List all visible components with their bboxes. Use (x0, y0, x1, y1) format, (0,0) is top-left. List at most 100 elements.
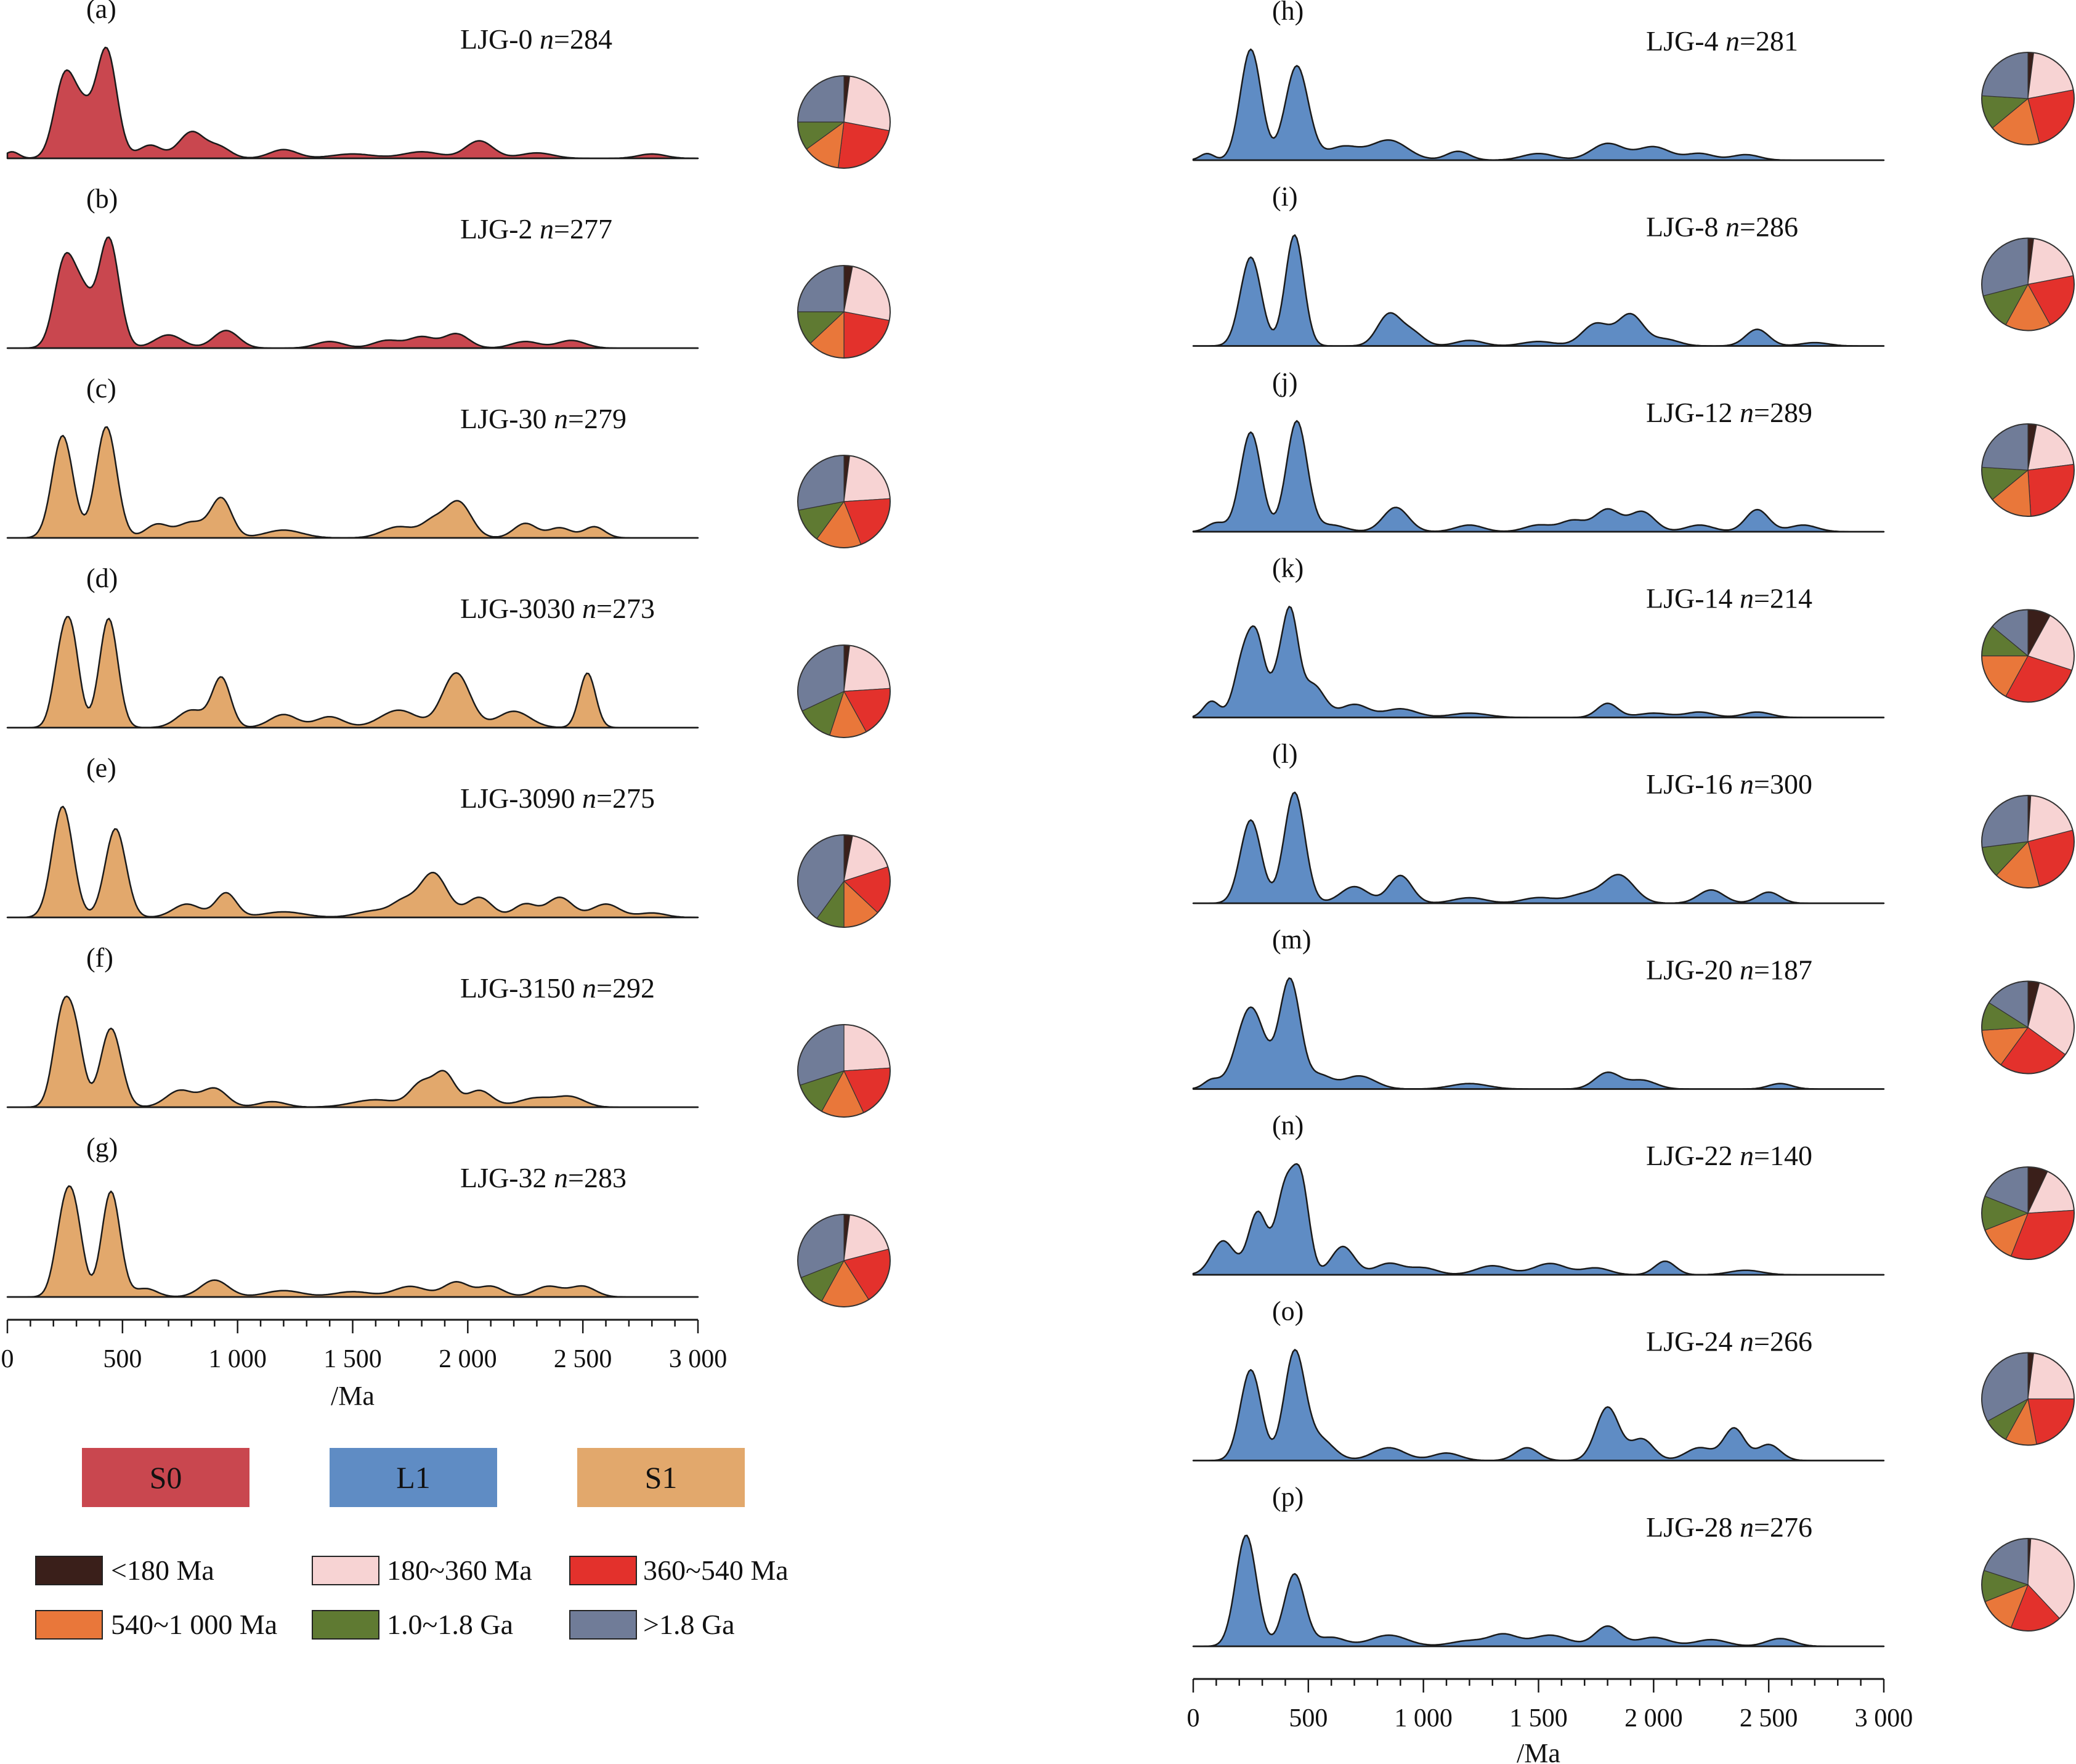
sample-label-k: LJG-14 n=214 (1646, 583, 1812, 614)
pie-slice-b-gt1800 (797, 265, 845, 312)
kde-panels: (a) LJG-0 n=284 (b) LJG-2 n=277 (c) LJG-30 n=… (6, 0, 2075, 1648)
pie-slice-b-b180_360 (843, 266, 891, 321)
legend-swatch-L1 (330, 1448, 497, 1507)
x-tick-label: 500 (1289, 1704, 1328, 1733)
sample-label-j: LJG-12 n=289 (1646, 397, 1812, 428)
x-tick-label: 3 000 (669, 1345, 728, 1373)
panel-f: (f) LJG-3150 n=292 (6, 943, 891, 1118)
kde-curve-LJG-8 (1192, 234, 1885, 347)
pie-slice-a-gt1800 (797, 75, 845, 123)
pie-outline-o (1981, 1352, 2075, 1446)
pie-outline-m (1981, 980, 2075, 1075)
kde-curve-LJG-3090 (6, 805, 699, 919)
panel-n: (n) LJG-22 n=140 (1192, 1110, 2075, 1276)
legend-swatch-540-1000 (35, 1610, 103, 1640)
sample-label-c: LJG-30 n=279 (460, 403, 626, 434)
kde-curve-LJG-4 (1192, 48, 1885, 161)
panel-letter-f: (f) (86, 943, 113, 973)
sample-label-g: LJG-32 n=283 (460, 1162, 626, 1193)
panel-c: (c) LJG-30 n=279 (6, 373, 891, 548)
pie-outline-f (797, 1024, 891, 1118)
kde-curve-LJG-22 (1192, 1163, 1885, 1276)
kde-curve-LJG-28 (1192, 1534, 1885, 1648)
x-axis-left: 0 500 1 000 1 500 2 000 2 500 3 000/Ma (1, 1319, 728, 1411)
kde-curve-LJG-14 (1192, 606, 1885, 718)
sample-label-f: LJG-3150 n=292 (460, 972, 655, 1004)
pie-slice-l-gt1800 (1981, 795, 2029, 848)
panel-i: (i) LJG-8 n=286 (1192, 182, 2075, 347)
kde-curve-LJG-24 (1192, 1349, 1885, 1461)
panel-e: (e) LJG-3090 n=275 (6, 753, 891, 928)
panel-h: (h) LJG-4 n=281 (1192, 0, 2075, 161)
pie-outline-n (1981, 1166, 2075, 1260)
legend-swatch-gt1800 (569, 1610, 637, 1640)
legend-swatch-S0 (82, 1448, 249, 1507)
legend-label-S1: S1 (645, 1460, 678, 1495)
panel-letter-a: (a) (86, 0, 116, 24)
panel-g: (g) LJG-32 n=283 (6, 1132, 891, 1307)
kde-curve-LJG-32 (6, 1185, 699, 1298)
kde-curve-LJG-0 (6, 46, 699, 160)
legend-label-L1: L1 (396, 1460, 431, 1495)
pie-outline-p (1981, 1538, 2075, 1632)
legend-label-180-360: 180~360 Ma (387, 1555, 532, 1586)
x-axis-unit: /Ma (1517, 1738, 1560, 1764)
x-tick-label: 2 500 (554, 1345, 612, 1373)
panel-letter-h: (h) (1272, 0, 1304, 26)
legend-label-540-1000: 540~1 000 Ma (111, 1609, 277, 1640)
pie-outline-l (1981, 795, 2075, 888)
x-tick-label: 0 (1, 1345, 14, 1373)
pie-slice-j-b360_540 (2027, 463, 2075, 517)
legend-label-lt180: <180 Ma (111, 1555, 214, 1586)
group-legend: S0 L1 S1 (82, 1448, 745, 1507)
legend-label-1000-1800: 1.0~1.8 Ga (387, 1609, 513, 1640)
panel-o: (o) LJG-24 n=266 (1192, 1296, 2075, 1461)
age-bin-legend: <180 Ma 180~360 Ma 360~540 Ma 540~1 000 … (35, 1555, 789, 1640)
x-tick-label: 500 (103, 1345, 142, 1373)
x-axis-unit: /Ma (331, 1381, 375, 1411)
pie-outline-g (797, 1214, 891, 1307)
pie-slice-f-b180_360 (843, 1024, 891, 1071)
pie-outline-i (1981, 237, 2075, 331)
pie-slice-c-b180_360 (843, 455, 891, 502)
panel-letter-j: (j) (1272, 367, 1298, 397)
panel-letter-c: (c) (86, 373, 116, 404)
panel-letter-m: (m) (1272, 925, 1312, 955)
x-tick-label: 1 000 (208, 1345, 267, 1373)
pie-slice-h-gt1800 (1981, 52, 2029, 99)
panel-a: (a) LJG-0 n=284 (6, 0, 891, 169)
pie-slice-a-b360_540 (837, 121, 890, 169)
panel-k: (k) LJG-14 n=214 (1192, 553, 2075, 718)
age-axes: 0 500 1 000 1 500 2 000 2 500 3 000/Ma 0 500 1 00… (1, 1319, 1913, 1764)
legend-label-gt1800: >1.8 Ga (643, 1609, 735, 1640)
legend-swatch-360-540 (569, 1556, 637, 1585)
kde-curve-LJG-30 (6, 426, 699, 539)
legend-swatch-180-360 (312, 1556, 379, 1585)
x-tick-label: 0 (1187, 1704, 1200, 1733)
pie-outline-b (797, 265, 891, 359)
x-axis-right: 0 500 1 000 1 500 2 000 2 500 3 000/Ma (1187, 1678, 1913, 1764)
sample-label-a: LJG-0 n=284 (460, 23, 612, 55)
panel-letter-k: (k) (1272, 553, 1304, 583)
pie-slice-a-b180_360 (843, 75, 891, 131)
panel-letter-g: (g) (86, 1132, 118, 1163)
x-tick-label: 2 000 (439, 1345, 497, 1373)
legend-label-360-540: 360~540 Ma (643, 1555, 789, 1586)
panel-letter-b: (b) (86, 184, 118, 214)
kde-curve-LJG-12 (1192, 420, 1885, 533)
x-tick-label: 1 500 (1509, 1704, 1568, 1733)
kde-curve-LJG-20 (1192, 977, 1885, 1090)
pie-slice-o-b180_360 (2027, 1352, 2075, 1400)
panel-letter-p: (p) (1272, 1482, 1304, 1512)
panel-letter-e: (e) (86, 753, 116, 783)
panel-p: (p) LJG-28 n=276 (1192, 1482, 2075, 1648)
legend-label-S0: S0 (150, 1460, 182, 1495)
panel-j: (j) LJG-12 n=289 (1192, 367, 2075, 533)
x-tick-label: 1 500 (323, 1345, 382, 1373)
pie-outline-h (1981, 52, 2075, 145)
sample-label-h: LJG-4 n=281 (1646, 25, 1798, 57)
pie-slice-d-b180_360 (843, 644, 891, 692)
sample-label-b: LJG-2 n=277 (460, 213, 612, 245)
kde-curve-LJG-3150 (6, 995, 699, 1108)
x-tick-label: 3 000 (1855, 1704, 1913, 1733)
